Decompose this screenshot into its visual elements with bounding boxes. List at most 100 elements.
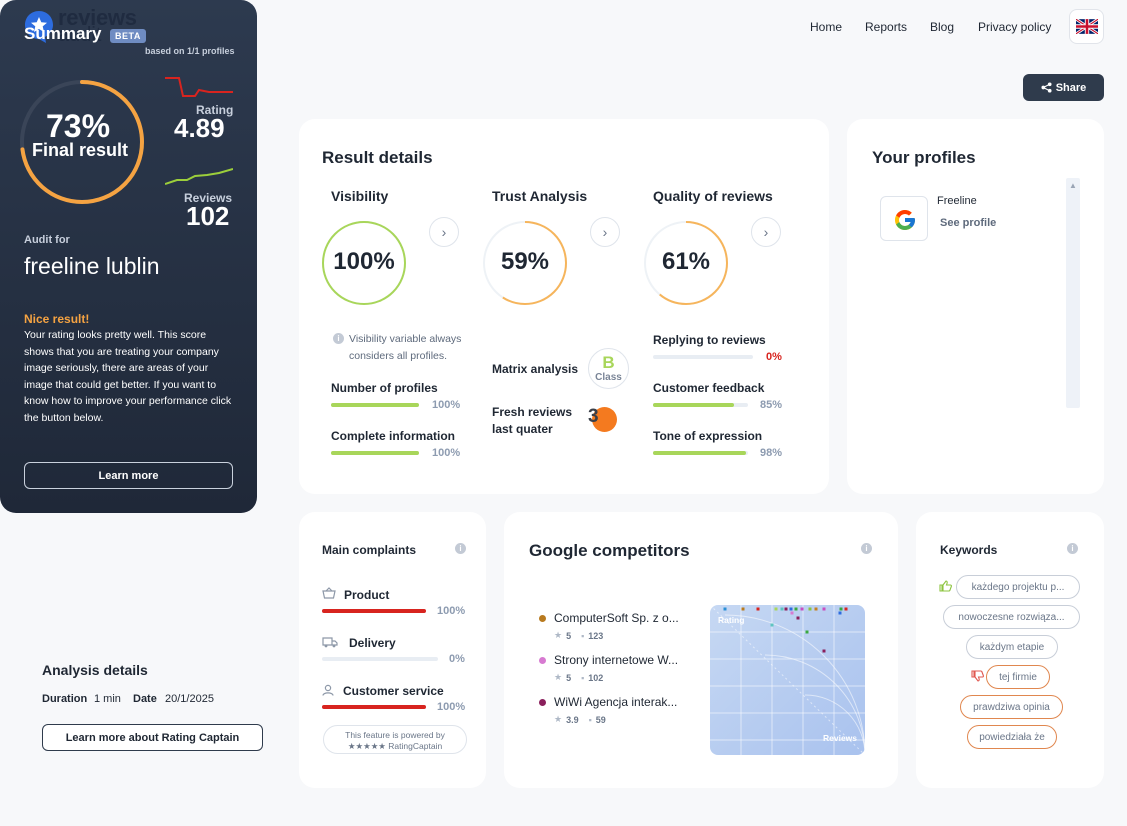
chart-point[interactable] <box>796 616 800 620</box>
visibility-value: 100% <box>333 248 395 275</box>
visibility-ring <box>322 221 406 305</box>
info-icon[interactable]: i <box>333 333 344 344</box>
metric-label: Number of profiles <box>331 381 438 395</box>
competitors-chart[interactable]: Rating Reviews <box>710 605 865 755</box>
learn-more-button[interactable]: Learn more <box>24 462 233 489</box>
metric-label: Complete information <box>331 429 456 443</box>
star-icon: ★ <box>554 672 563 682</box>
matrix-class-letter: B <box>602 353 615 372</box>
duration-value: 1 min <box>94 693 121 705</box>
rating-sparkline <box>165 77 233 97</box>
chevron-right-icon: › <box>441 224 447 240</box>
trust-details-button[interactable]: › <box>590 217 620 247</box>
user-icon <box>322 684 334 696</box>
powered-by-badge[interactable]: This feature is powered by ★★★★★ RatingC… <box>323 725 467 754</box>
keyword-negative[interactable]: tej firmie <box>986 665 1050 689</box>
complaint-bar <box>322 657 438 661</box>
chart-point[interactable] <box>790 611 794 615</box>
chart-point[interactable] <box>789 607 793 611</box>
visibility-details-button[interactable]: › <box>429 217 459 247</box>
brand-line2: audit <box>58 24 102 46</box>
chart-point[interactable] <box>774 607 778 611</box>
chart-point[interactable] <box>814 607 818 611</box>
chart-point[interactable] <box>756 607 760 611</box>
final-result-percent: 73% <box>46 108 111 144</box>
complaint-value: 100% <box>437 701 466 713</box>
chart-point[interactable] <box>822 649 826 653</box>
competitor-reviews: 102 <box>588 672 604 683</box>
keyword-positive[interactable]: każdego projektu p... <box>956 575 1080 599</box>
rating-label: Rating <box>196 103 234 117</box>
company-name: freeline lublin <box>24 253 160 279</box>
metric-bar <box>653 355 753 359</box>
chart-point[interactable] <box>784 607 788 611</box>
trust-title: Trust Analysis <box>492 188 588 204</box>
chart-point[interactable] <box>780 607 784 611</box>
nav-reports[interactable]: Reports <box>865 20 908 34</box>
competitor-color-dot <box>539 657 546 664</box>
keyword-negative[interactable]: prawdziwa opinia <box>960 695 1063 719</box>
keyword-positive[interactable]: nowoczesne rozwiąza... <box>943 605 1080 629</box>
nav-home[interactable]: Home <box>810 20 843 34</box>
quality-title: Quality of reviews <box>653 188 773 204</box>
profile-name: Freeline <box>937 195 977 207</box>
quality-details-button[interactable]: › <box>751 217 781 247</box>
summary-card: Summary based on 1/1 profiles 73% Final … <box>0 0 257 513</box>
fresh-reviews-dot <box>592 407 617 432</box>
competitor-name[interactable]: Strony internetowe W... <box>554 653 679 667</box>
chart-point[interactable] <box>770 623 774 627</box>
fresh-reviews-count: 3 <box>588 406 599 427</box>
chart-point[interactable] <box>794 607 798 611</box>
chart-point[interactable] <box>723 607 727 611</box>
thumbs-up-icon <box>939 580 952 592</box>
competitors-card: Google competitors i Rating Reviews Comp… <box>504 512 898 788</box>
trust-ring <box>483 221 567 305</box>
keyword-positive[interactable]: każdym etapie <box>966 635 1058 659</box>
keyword-negative[interactable]: powiedziała że <box>967 725 1057 749</box>
chart-point[interactable] <box>838 611 842 615</box>
chart-point[interactable] <box>805 630 809 634</box>
chart-point[interactable] <box>839 607 843 611</box>
chart-y-label: Rating <box>718 615 745 625</box>
chart-point[interactable] <box>741 607 745 611</box>
competitor-rating: 3.9 <box>566 714 579 725</box>
profiles-card: Your profiles Freeline See profile ▲ <box>847 119 1104 494</box>
quality-value: 61% <box>661 248 711 275</box>
nav-privacy-policy[interactable]: Privacy policy <box>978 20 1052 34</box>
analysis-title: Analysis details <box>42 662 148 678</box>
matrix-analysis-label: Matrix analysis <box>492 362 579 376</box>
info-icon[interactable]: i <box>861 543 872 554</box>
info-icon[interactable]: i <box>1067 543 1078 554</box>
comment-icon: ▪ <box>588 714 592 725</box>
reviews-label: Reviews <box>184 191 233 205</box>
chart-point[interactable] <box>844 607 848 611</box>
thumbs-down-icon <box>971 670 984 682</box>
nice-result-heading: Nice result! <box>24 312 90 326</box>
metric-label: Tone of expression <box>653 429 763 443</box>
summary-description: Your rating looks pretty well. This scor… <box>24 329 232 424</box>
summary-title: Summary <box>24 24 102 43</box>
duration-label: Duration <box>42 693 88 705</box>
fresh-reviews-label: Fresh reviews <box>492 405 573 419</box>
competitor-name[interactable]: WiWi Agencja interak... <box>554 695 678 709</box>
google-icon <box>895 210 915 230</box>
metric-value: 0% <box>766 351 782 363</box>
chevron-up-icon[interactable]: ▲ <box>1069 181 1077 190</box>
logo-icon[interactable] <box>24 10 54 44</box>
trust-value: 59% <box>500 248 550 275</box>
info-icon[interactable]: i <box>455 543 466 554</box>
language-button[interactable] <box>1069 9 1104 44</box>
chart-point[interactable] <box>800 607 804 611</box>
based-on-text: based on 1/1 profiles <box>145 46 235 56</box>
competitor-meta: ★ 5 ▪ 102 <box>554 672 603 683</box>
chart-point[interactable] <box>822 607 826 611</box>
share-button[interactable]: Share <box>1023 74 1104 101</box>
chart-point[interactable] <box>808 607 812 611</box>
competitor-name[interactable]: ComputerSoft Sp. z o... <box>554 611 679 625</box>
chevron-right-icon: › <box>602 224 608 240</box>
profiles-scrollbar[interactable]: ▲ <box>1066 178 1080 408</box>
profile-icon-box[interactable] <box>880 196 928 241</box>
see-profile-link[interactable]: See profile <box>940 217 997 229</box>
rating-captain-button[interactable]: Learn more about Rating Captain <box>42 724 263 751</box>
nav-blog[interactable]: Blog <box>930 20 955 34</box>
